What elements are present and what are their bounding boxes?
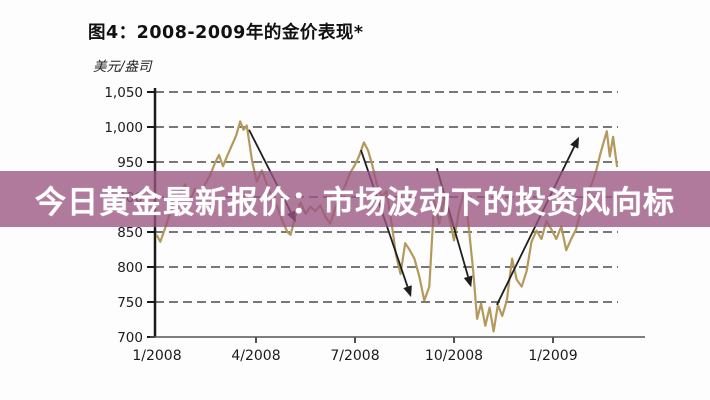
x-tick-label-10/2008: 10/2008 xyxy=(425,348,483,364)
x-tick-label-7/2008: 7/2008 xyxy=(330,348,379,364)
news-banner-overlay: 今日黄金最新报价：市场波动下的投资风向标 xyxy=(0,171,710,227)
x-tick-label-1/2008: 1/2008 xyxy=(132,348,181,364)
decline-arrow-september-head xyxy=(463,275,473,288)
rally-arrow-2009-head xyxy=(570,136,580,149)
y-tick-label-950: 950 xyxy=(117,155,143,171)
x-tick-label-4/2008: 4/2008 xyxy=(231,348,280,364)
y-tick-label-700: 700 xyxy=(117,330,143,346)
y-axis-unit-label: 美元/盎司 xyxy=(93,59,152,75)
y-tick-label-800: 800 xyxy=(117,260,143,276)
news-banner-headline: 今日黄金最新报价：市场波动下的投资风向标 xyxy=(35,184,675,221)
y-tick-label-850: 850 xyxy=(117,225,143,241)
y-tick-label-1050: 1,050 xyxy=(104,85,143,101)
x-tick-label-1/2009: 1/2009 xyxy=(528,348,577,364)
y-tick-label-1000: 1,000 xyxy=(104,120,143,136)
decline-arrow-july-peak-head xyxy=(403,285,412,298)
figure-title: 图4：2008-2009年的金价表现* xyxy=(88,23,364,43)
y-tick-label-750: 750 xyxy=(117,295,143,311)
